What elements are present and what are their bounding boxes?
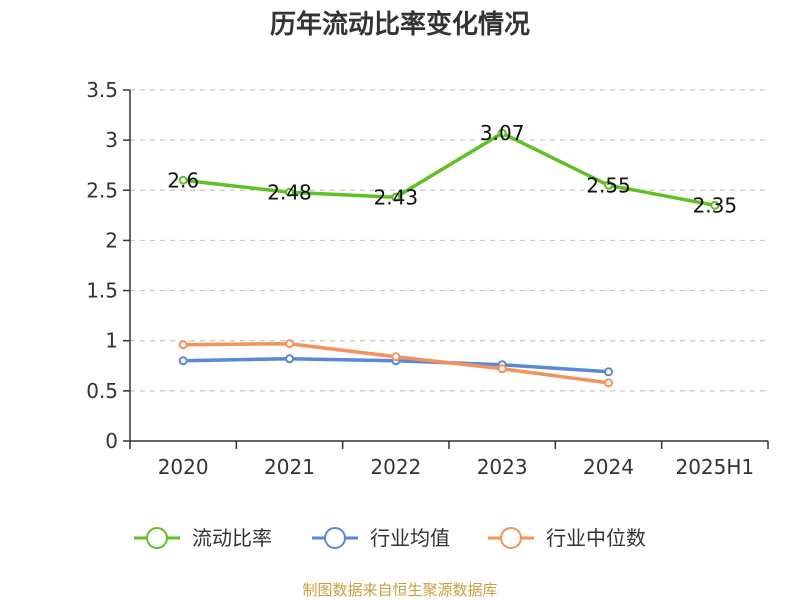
data-point[interactable] (497, 128, 507, 138)
legend-label: 行业均值 (370, 526, 450, 550)
data-labels: 2.6 2.48 2.43 3.07 2.55 2.35 (167, 121, 737, 217)
legend-item[interactable]: 行业均值 (312, 526, 450, 550)
data-point[interactable] (178, 356, 188, 366)
x-tick-label: 2022 (370, 455, 421, 479)
data-point[interactable] (178, 340, 188, 350)
data-point[interactable] (391, 352, 401, 362)
data-label: 3.07 (480, 121, 525, 145)
y-tick-label: 1.5 (86, 279, 118, 303)
data-point[interactable] (604, 180, 613, 190)
legend-item[interactable]: 行业中位数 (488, 526, 646, 550)
x-tick-label: 2024 (583, 455, 634, 479)
legend-marker-icon (324, 527, 346, 549)
x-tick-label: 2020 (158, 455, 209, 479)
y-tick-label: 3.5 (86, 78, 118, 102)
x-tick-label: 2023 (477, 455, 528, 479)
x-tick-label: 2025H1 (675, 455, 754, 479)
series-line (182, 131, 716, 208)
data-point[interactable] (391, 192, 401, 202)
legend: 流动比率 行业均值 行业中位数 (134, 526, 646, 550)
chart-title: 历年流动比率变化情况 (270, 9, 530, 40)
source-note: 制图数据来自恒生聚源数据库 (302, 581, 497, 599)
y-tick-label: 3 (105, 128, 118, 152)
data-point[interactable] (497, 364, 507, 374)
data-point[interactable] (604, 378, 613, 388)
data-point[interactable] (710, 200, 720, 210)
axes: 0 0.5 1 1.5 2 2.5 3 3.5 2020 2021 2022 2023 2024 2025… (86, 78, 769, 479)
x-tick-label: 2021 (264, 455, 315, 479)
y-tick-label: 0.5 (86, 379, 118, 403)
data-label: 2.43 (374, 185, 419, 209)
data-point[interactable] (178, 175, 188, 185)
data-point[interactable] (285, 187, 294, 197)
legend-label: 行业中位数 (546, 526, 646, 550)
data-point[interactable] (285, 339, 294, 349)
y-tick-label: 2 (105, 228, 118, 252)
y-tick-label: 2.5 (86, 178, 118, 202)
series-layer (178, 128, 720, 388)
data-label: 2.48 (267, 180, 312, 204)
legend-label: 流动比率 (192, 526, 272, 550)
legend-item[interactable]: 流动比率 (134, 526, 272, 550)
data-label: 2.55 (586, 173, 631, 197)
data-label: 2.35 (693, 193, 738, 217)
data-label: 2.6 (167, 168, 199, 192)
grid-lines (130, 89, 768, 392)
y-tick-label: 1 (105, 329, 118, 353)
legend-marker-icon (500, 527, 522, 549)
data-point[interactable] (285, 354, 294, 364)
legend-marker-icon (146, 527, 168, 549)
data-point[interactable] (604, 367, 613, 377)
y-tick-label: 0 (105, 429, 118, 453)
